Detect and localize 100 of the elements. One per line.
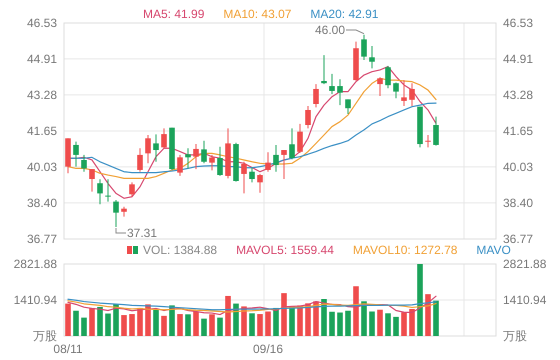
candlestick <box>209 154 215 171</box>
y-tick-label: 36.77 <box>26 232 58 246</box>
bar <box>65 304 71 336</box>
bar <box>321 299 327 336</box>
candlestick <box>73 141 79 168</box>
bar <box>193 312 199 336</box>
line-series <box>67 298 437 310</box>
bar <box>177 314 183 336</box>
candlestick <box>249 167 255 183</box>
candlestick <box>377 76 383 97</box>
bar <box>153 310 159 336</box>
y-tick-label: 2821.88 <box>14 257 58 271</box>
candlestick <box>305 105 311 129</box>
y2-tick-label: 36.77 <box>503 232 534 246</box>
bar <box>201 318 207 336</box>
y2-tick-label: 41.65 <box>503 124 534 138</box>
bar <box>409 308 415 336</box>
candlestick <box>105 178 111 202</box>
bar <box>337 312 343 336</box>
y2-tick-label: 38.40 <box>503 196 534 210</box>
text: MA5: 41.99 <box>143 7 205 21</box>
y2-tick-label: 万股 <box>503 329 527 343</box>
candlestick <box>161 128 167 149</box>
bar <box>417 264 423 336</box>
bar <box>281 293 287 336</box>
y-tick-label: 41.65 <box>26 124 58 138</box>
candlestick <box>425 134 431 148</box>
candlestick <box>433 116 439 146</box>
candlestick <box>153 134 159 162</box>
bar <box>81 318 87 336</box>
candlestick <box>121 206 127 218</box>
candlestick <box>297 123 303 154</box>
bar <box>161 316 167 336</box>
bar <box>393 316 399 336</box>
y-tick-label: 40.03 <box>26 160 58 174</box>
bar <box>97 306 103 336</box>
bar <box>89 308 95 336</box>
bar <box>433 300 439 336</box>
y2-tick-label: 40.03 <box>503 160 534 174</box>
text: MAVOL5: 1559.44 <box>236 243 334 257</box>
bar <box>361 301 367 336</box>
bar <box>369 312 375 336</box>
candlestick <box>337 78 343 106</box>
y2-tick-label: 1410.94 <box>503 293 547 307</box>
bar <box>385 313 391 336</box>
bar <box>113 304 119 336</box>
candlestick <box>313 84 319 108</box>
x-tick-label: 09/16 <box>252 342 284 356</box>
y-tick-label: 38.40 <box>26 196 58 210</box>
candlestick <box>361 34 367 60</box>
bar <box>105 314 111 336</box>
candlestick <box>289 128 295 160</box>
candlestick <box>97 178 103 205</box>
bar <box>73 310 79 336</box>
y2-tick-label: 44.91 <box>503 52 534 66</box>
bar <box>425 294 431 336</box>
y2-tick-label: 43.28 <box>503 88 534 102</box>
candlestick <box>369 46 375 69</box>
annotation: 46.00 <box>314 23 346 37</box>
candlestick <box>81 154 87 172</box>
bar <box>121 315 127 336</box>
candlestick <box>257 173 263 194</box>
bar <box>265 312 271 336</box>
bar <box>129 314 135 336</box>
bar <box>257 314 263 336</box>
candlestick <box>345 98 351 114</box>
candlestick <box>177 154 183 176</box>
candlestick <box>217 146 223 176</box>
legend-label: VOL: 1384.88 <box>143 243 218 257</box>
line-series <box>67 300 437 313</box>
bar <box>233 304 239 336</box>
text: MA20: 42.91 <box>310 7 379 21</box>
candlestick <box>281 150 287 180</box>
bar <box>345 310 351 336</box>
y2-tick-label: 2821.88 <box>503 257 547 271</box>
candlestick <box>385 65 391 89</box>
bar <box>209 314 215 336</box>
bar <box>377 310 383 336</box>
y-tick-label: 44.91 <box>26 52 58 66</box>
candlestick <box>409 82 415 106</box>
candlestick <box>241 161 247 194</box>
line-series <box>67 296 437 316</box>
candlestick <box>113 200 119 228</box>
candlestick <box>393 82 399 99</box>
bar <box>145 304 151 336</box>
candlestick <box>401 80 407 106</box>
bar <box>217 318 223 336</box>
y-tick-label: 1410.94 <box>14 293 58 307</box>
bar <box>329 312 335 336</box>
bar <box>185 314 191 336</box>
candlestick <box>89 168 95 192</box>
candlestick <box>193 144 199 170</box>
bar <box>225 296 231 336</box>
candlestick <box>185 148 191 169</box>
candlestick <box>273 144 279 172</box>
bar <box>401 312 407 336</box>
candlestick <box>329 73 335 95</box>
text: MAVO <box>476 243 511 257</box>
bar <box>289 306 295 336</box>
candlestick <box>145 134 151 164</box>
